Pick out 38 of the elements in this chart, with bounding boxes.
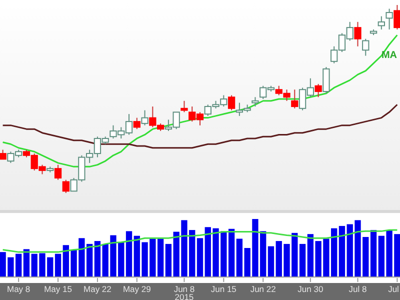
candlestick bbox=[0, 149, 6, 160]
candlestick bbox=[180, 100, 188, 113]
candlestick bbox=[322, 66, 330, 94]
candlestick bbox=[386, 8, 393, 30]
candlestick bbox=[62, 179, 70, 194]
bar bbox=[94, 241, 101, 277]
x-tick-label: Jun 15 bbox=[210, 284, 237, 294]
x-tick-label: Jun 8 2015 bbox=[174, 284, 195, 300]
candlestick bbox=[291, 89, 298, 109]
bar bbox=[268, 246, 274, 277]
bar bbox=[299, 244, 306, 277]
x-tick-label: Jul 8 bbox=[348, 284, 367, 294]
x-tick-label: May 15 bbox=[44, 284, 72, 294]
candlestick bbox=[54, 164, 62, 180]
bar bbox=[54, 254, 62, 277]
candlestick bbox=[141, 110, 148, 126]
candlestick bbox=[362, 38, 370, 56]
candlestick bbox=[252, 96, 259, 108]
candlestick bbox=[378, 16, 385, 30]
x-tick-label: Jul bbox=[388, 284, 400, 294]
bar bbox=[228, 228, 235, 277]
x-tick-label: May 29 bbox=[122, 284, 152, 294]
bar bbox=[126, 231, 132, 277]
annotation: MA bbox=[381, 50, 397, 61]
candlestick bbox=[314, 83, 322, 98]
bar bbox=[165, 244, 172, 277]
x-tick-label: Jun 30 bbox=[298, 284, 324, 294]
x-tick-label: Jun 22 bbox=[250, 284, 276, 294]
bar bbox=[23, 249, 30, 277]
bar bbox=[338, 226, 346, 277]
candlestick bbox=[228, 94, 236, 111]
x-tick-label: May 8 bbox=[7, 284, 30, 294]
bar bbox=[370, 230, 377, 277]
candlestick bbox=[394, 4, 400, 30]
x-tick-label: May 22 bbox=[84, 284, 112, 294]
candlestick bbox=[133, 117, 140, 130]
candlestick bbox=[354, 21, 362, 47]
bar bbox=[196, 238, 204, 277]
